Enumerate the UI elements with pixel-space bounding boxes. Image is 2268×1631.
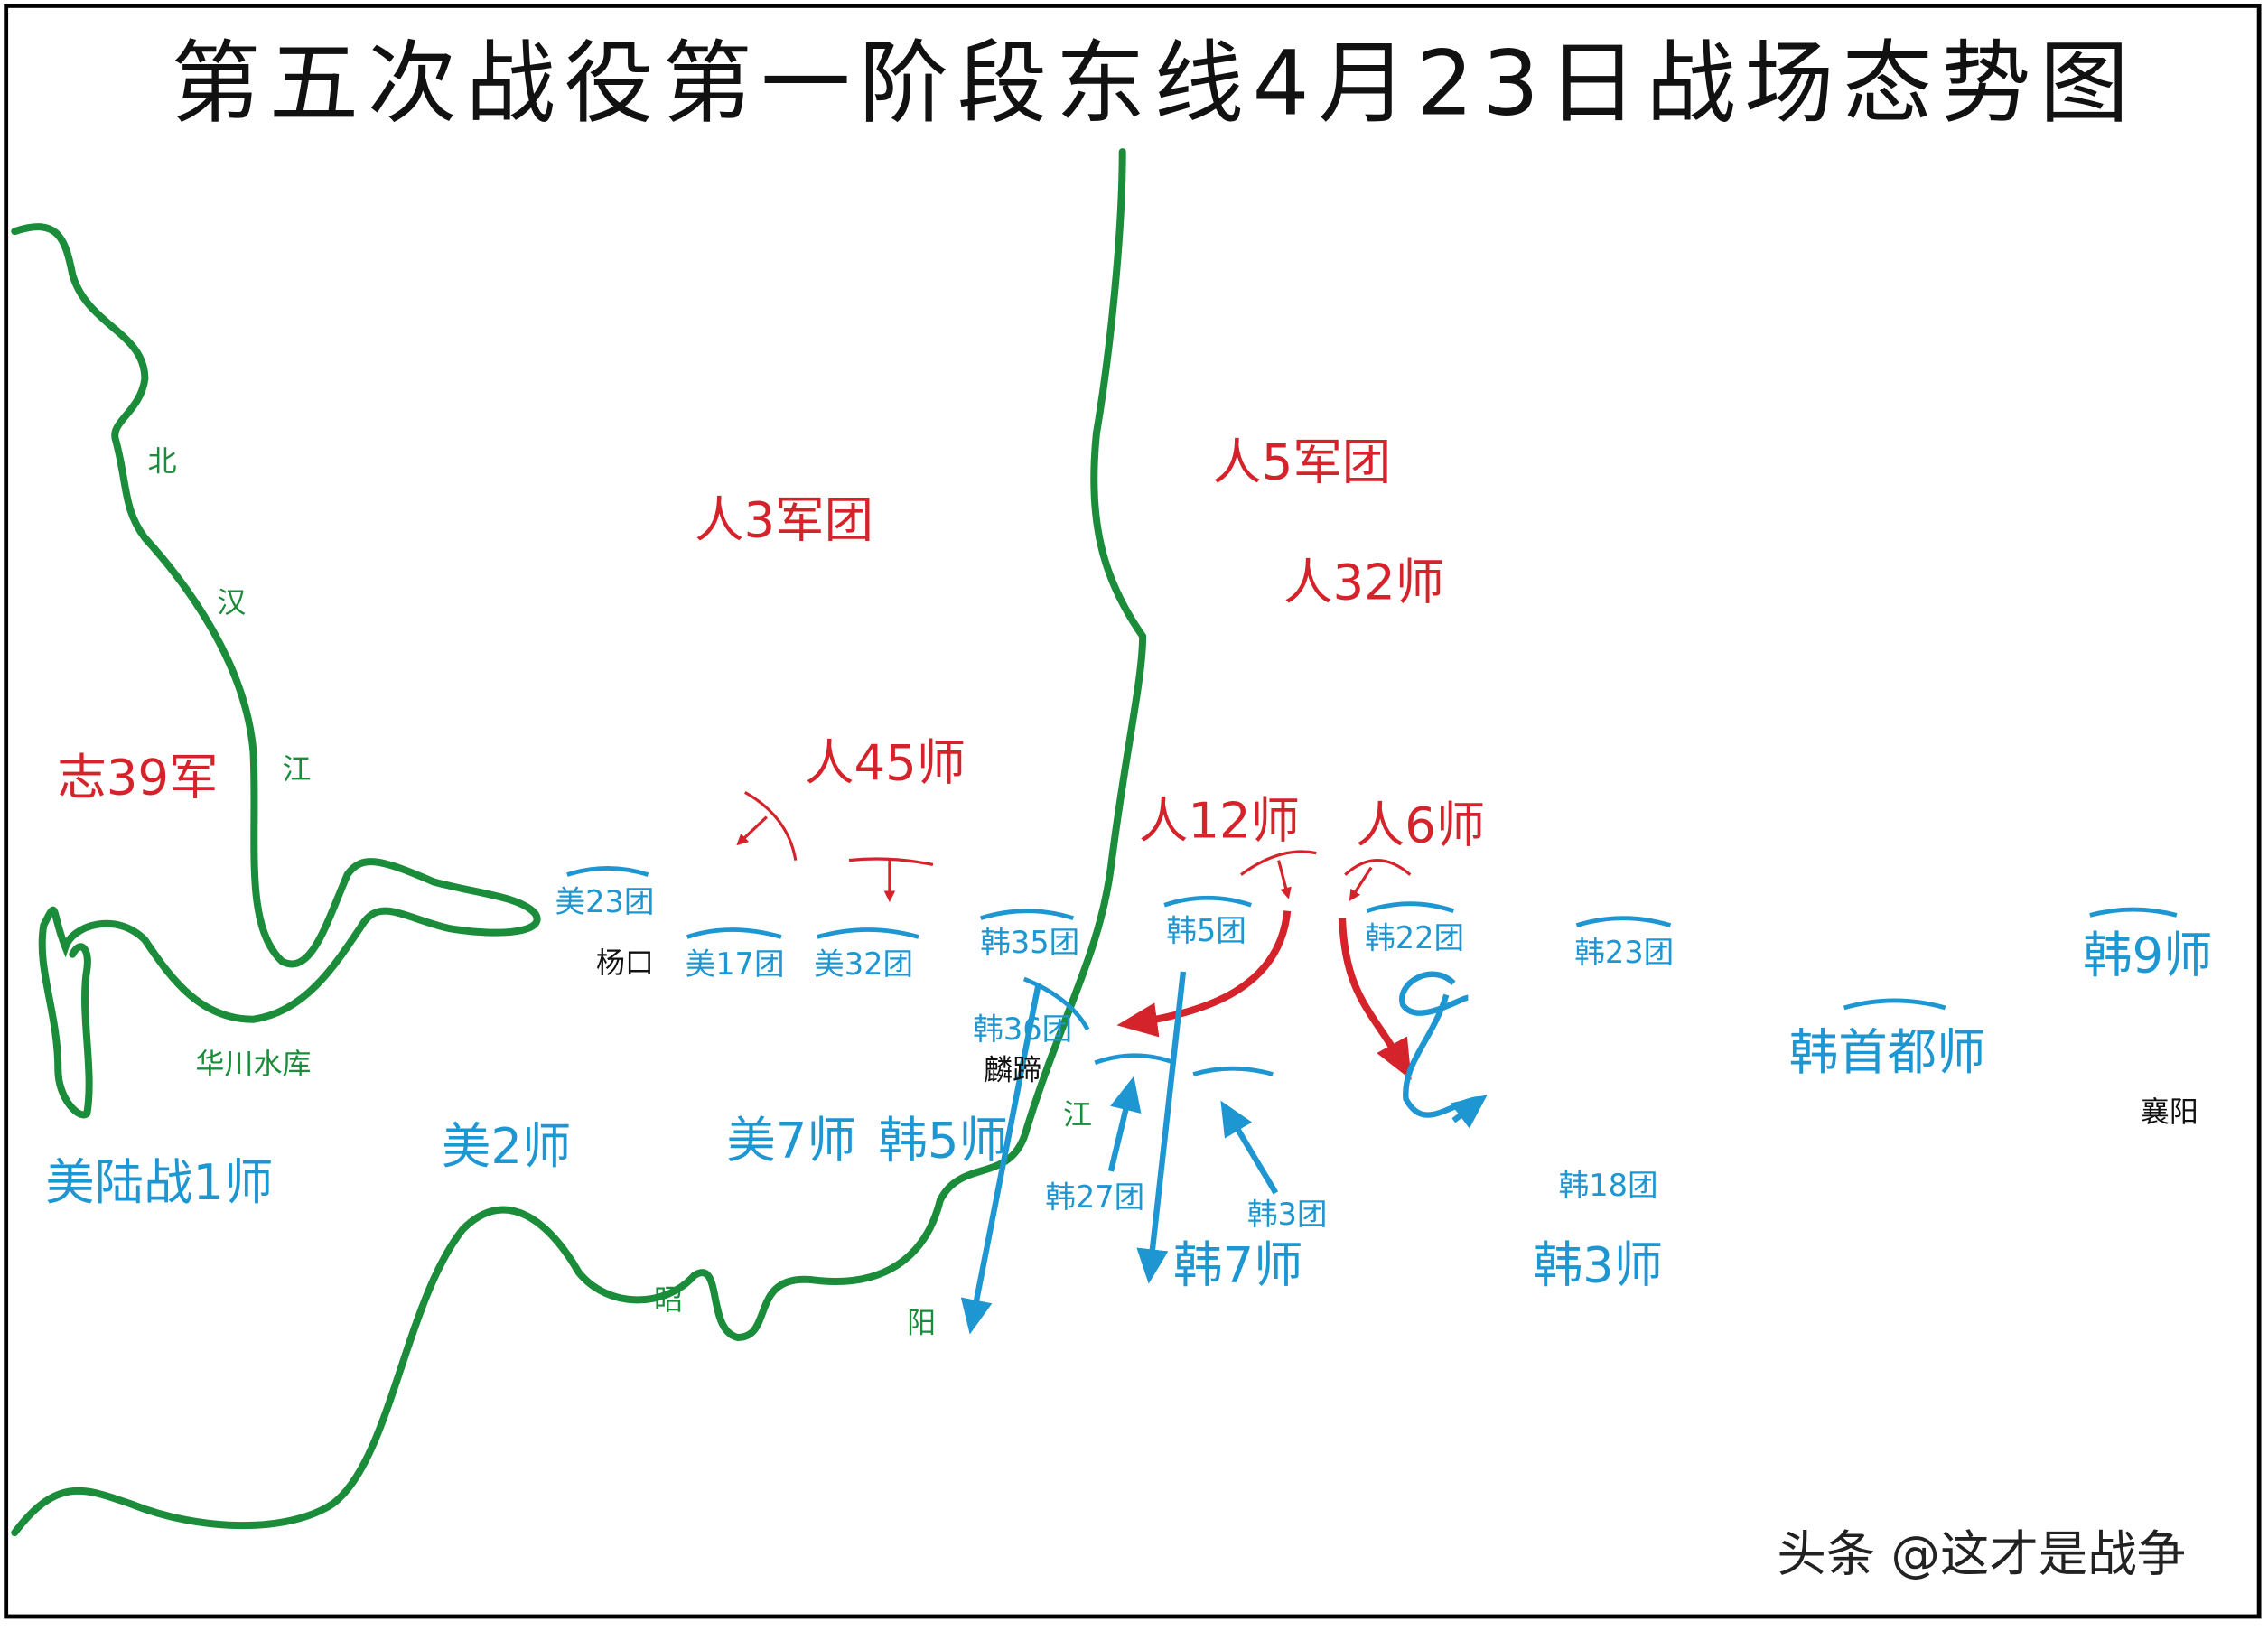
un-division: 美陆战1师: [45, 1153, 273, 1211]
watermark: 头条 @这才是战争: [1777, 1524, 2186, 1582]
river-label: 江: [282, 751, 311, 786]
un-division: 韩9师: [2083, 927, 2212, 984]
un-regiment: 美17团: [686, 946, 785, 982]
un-division: 韩5师: [878, 1112, 1007, 1170]
enemy-force: 人6师: [1356, 797, 1485, 854]
rivers: [11, 148, 1147, 1537]
enemy-force: 人12师: [1139, 792, 1300, 850]
un-regiment: 韩5团: [1166, 913, 1246, 948]
river-label: 北: [148, 443, 177, 478]
unit-symbols: [566, 866, 2178, 1076]
title: 第五次战役第一阶段东线4月23日战场态势图: [171, 33, 2138, 136]
un-regiment: 韩3团: [1247, 1197, 1328, 1232]
border: [4, 4, 2262, 1619]
reservoir-label: 华川水库: [195, 1047, 311, 1081]
un-regiment: 韩18团: [1559, 1168, 1658, 1203]
un-division: 韩首都师: [1789, 1023, 1986, 1081]
un-regiment: 韩35团: [980, 925, 1079, 960]
un-regiment: 韩22团: [1365, 920, 1464, 955]
enemy-force: 志39军: [57, 749, 218, 806]
arrows: [736, 790, 1488, 1335]
place-label: 襄阳: [2141, 1095, 2198, 1129]
labels: 北 汉 江 昭 阳 江 华川水库 杨口 麟蹄 襄阳 志39军 人3军团 人45师…: [45, 433, 2212, 1583]
un-regiment: 韩27团: [1045, 1179, 1144, 1215]
enemy-force: 人32师: [1283, 554, 1444, 611]
enemy-force: 人45师: [805, 734, 966, 792]
un-division: 美2师: [442, 1117, 571, 1175]
un-regiment: 美32团: [814, 946, 913, 982]
enemy-force: 人5军团: [1212, 433, 1391, 491]
river-label: 汉: [217, 585, 246, 620]
enemy-force: 人3军团: [695, 491, 873, 549]
un-regiment: 韩23团: [1574, 935, 1674, 970]
un-division: 韩3师: [1534, 1235, 1663, 1293]
un-division: 韩7师: [1173, 1235, 1302, 1293]
place-label: 杨口: [596, 946, 654, 980]
river-label: 江: [1063, 1097, 1092, 1132]
river-label: 阳: [907, 1306, 936, 1340]
un-regiment: 美23团: [555, 884, 655, 919]
place-label: 麟蹄: [984, 1052, 1041, 1086]
un-division: 美7师: [726, 1112, 855, 1170]
un-regiment: 韩36团: [973, 1011, 1072, 1047]
river-label: 昭: [654, 1282, 683, 1317]
